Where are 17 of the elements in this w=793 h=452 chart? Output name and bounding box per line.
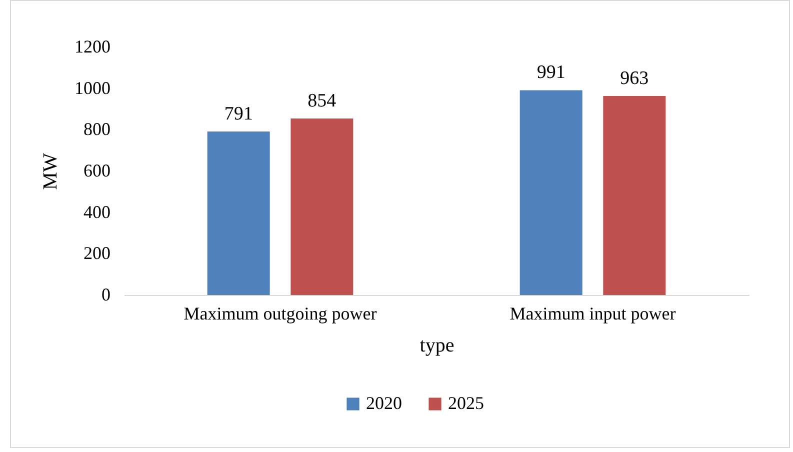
legend-label: 2025 [448, 393, 484, 413]
x-tick-label: Maximum outgoing power [184, 304, 377, 324]
x-tick-label: Maximum input power [510, 304, 676, 324]
y-tick-label: 0 [102, 284, 110, 304]
data-label: 791 [224, 104, 253, 125]
y-tick-label: 600 [84, 160, 110, 180]
y-tick-label: 200 [84, 243, 110, 264]
y-tick-label: 800 [84, 119, 110, 140]
legend-label: 2020 [366, 393, 402, 413]
y-tick-label: 1200 [74, 36, 110, 56]
y-tick-label: 1000 [74, 78, 110, 98]
data-label: 963 [620, 68, 649, 89]
data-label: 854 [308, 90, 337, 112]
y-axis-title: MW [40, 153, 62, 190]
data-label: 991 [536, 62, 566, 84]
y-tick-label: 400 [84, 202, 110, 222]
x-axis-title: type [420, 334, 454, 356]
